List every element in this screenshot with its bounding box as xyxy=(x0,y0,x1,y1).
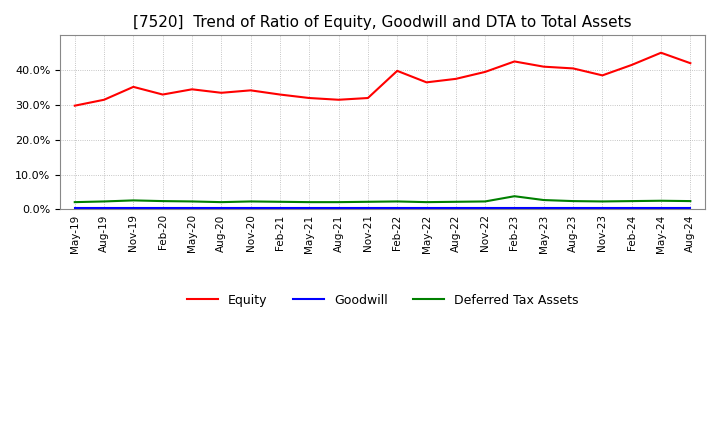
Deferred Tax Assets xyxy=(129,198,138,203)
Goodwill xyxy=(686,206,695,211)
Deferred Tax Assets xyxy=(158,198,167,204)
Goodwill xyxy=(422,206,431,211)
Equity xyxy=(188,87,197,92)
Equity xyxy=(158,92,167,97)
Equity xyxy=(364,95,372,101)
Goodwill xyxy=(393,206,402,211)
Line: Deferred Tax Assets: Deferred Tax Assets xyxy=(75,196,690,202)
Goodwill xyxy=(158,206,167,211)
Goodwill xyxy=(598,206,607,211)
Equity xyxy=(657,50,665,55)
Goodwill xyxy=(305,206,314,211)
Equity xyxy=(510,59,519,64)
Deferred Tax Assets xyxy=(510,194,519,199)
Deferred Tax Assets xyxy=(686,198,695,204)
Line: Equity: Equity xyxy=(75,53,690,106)
Goodwill xyxy=(539,206,548,211)
Goodwill xyxy=(217,206,225,211)
Deferred Tax Assets xyxy=(276,199,284,205)
Goodwill xyxy=(188,206,197,211)
Equity xyxy=(276,92,284,97)
Goodwill xyxy=(481,206,490,211)
Goodwill xyxy=(364,206,372,211)
Goodwill xyxy=(276,206,284,211)
Goodwill xyxy=(334,206,343,211)
Deferred Tax Assets xyxy=(334,199,343,205)
Equity xyxy=(627,62,636,68)
Equity xyxy=(246,88,255,93)
Goodwill xyxy=(510,206,519,211)
Deferred Tax Assets xyxy=(188,199,197,204)
Equity xyxy=(217,90,225,95)
Goodwill xyxy=(100,206,109,211)
Equity xyxy=(71,103,79,108)
Deferred Tax Assets xyxy=(305,199,314,205)
Deferred Tax Assets xyxy=(393,199,402,204)
Goodwill xyxy=(129,206,138,211)
Goodwill xyxy=(246,206,255,211)
Deferred Tax Assets xyxy=(627,198,636,204)
Equity xyxy=(100,97,109,103)
Equity xyxy=(129,84,138,89)
Equity xyxy=(305,95,314,101)
Goodwill xyxy=(657,206,665,211)
Equity xyxy=(422,80,431,85)
Goodwill xyxy=(71,206,79,211)
Title: [7520]  Trend of Ratio of Equity, Goodwill and DTA to Total Assets: [7520] Trend of Ratio of Equity, Goodwil… xyxy=(133,15,632,30)
Equity xyxy=(481,69,490,74)
Deferred Tax Assets xyxy=(569,198,577,204)
Deferred Tax Assets xyxy=(364,199,372,205)
Equity xyxy=(686,61,695,66)
Goodwill xyxy=(451,206,460,211)
Deferred Tax Assets xyxy=(71,199,79,205)
Deferred Tax Assets xyxy=(246,199,255,204)
Goodwill xyxy=(627,206,636,211)
Deferred Tax Assets xyxy=(657,198,665,203)
Deferred Tax Assets xyxy=(100,199,109,204)
Goodwill xyxy=(569,206,577,211)
Deferred Tax Assets xyxy=(598,199,607,204)
Deferred Tax Assets xyxy=(451,199,460,205)
Deferred Tax Assets xyxy=(539,198,548,203)
Deferred Tax Assets xyxy=(422,199,431,205)
Equity xyxy=(393,68,402,73)
Equity xyxy=(451,76,460,81)
Equity xyxy=(539,64,548,70)
Equity xyxy=(598,73,607,78)
Equity xyxy=(334,97,343,103)
Legend: Equity, Goodwill, Deferred Tax Assets: Equity, Goodwill, Deferred Tax Assets xyxy=(181,289,583,312)
Deferred Tax Assets xyxy=(481,199,490,204)
Equity xyxy=(569,66,577,71)
Deferred Tax Assets xyxy=(217,199,225,205)
